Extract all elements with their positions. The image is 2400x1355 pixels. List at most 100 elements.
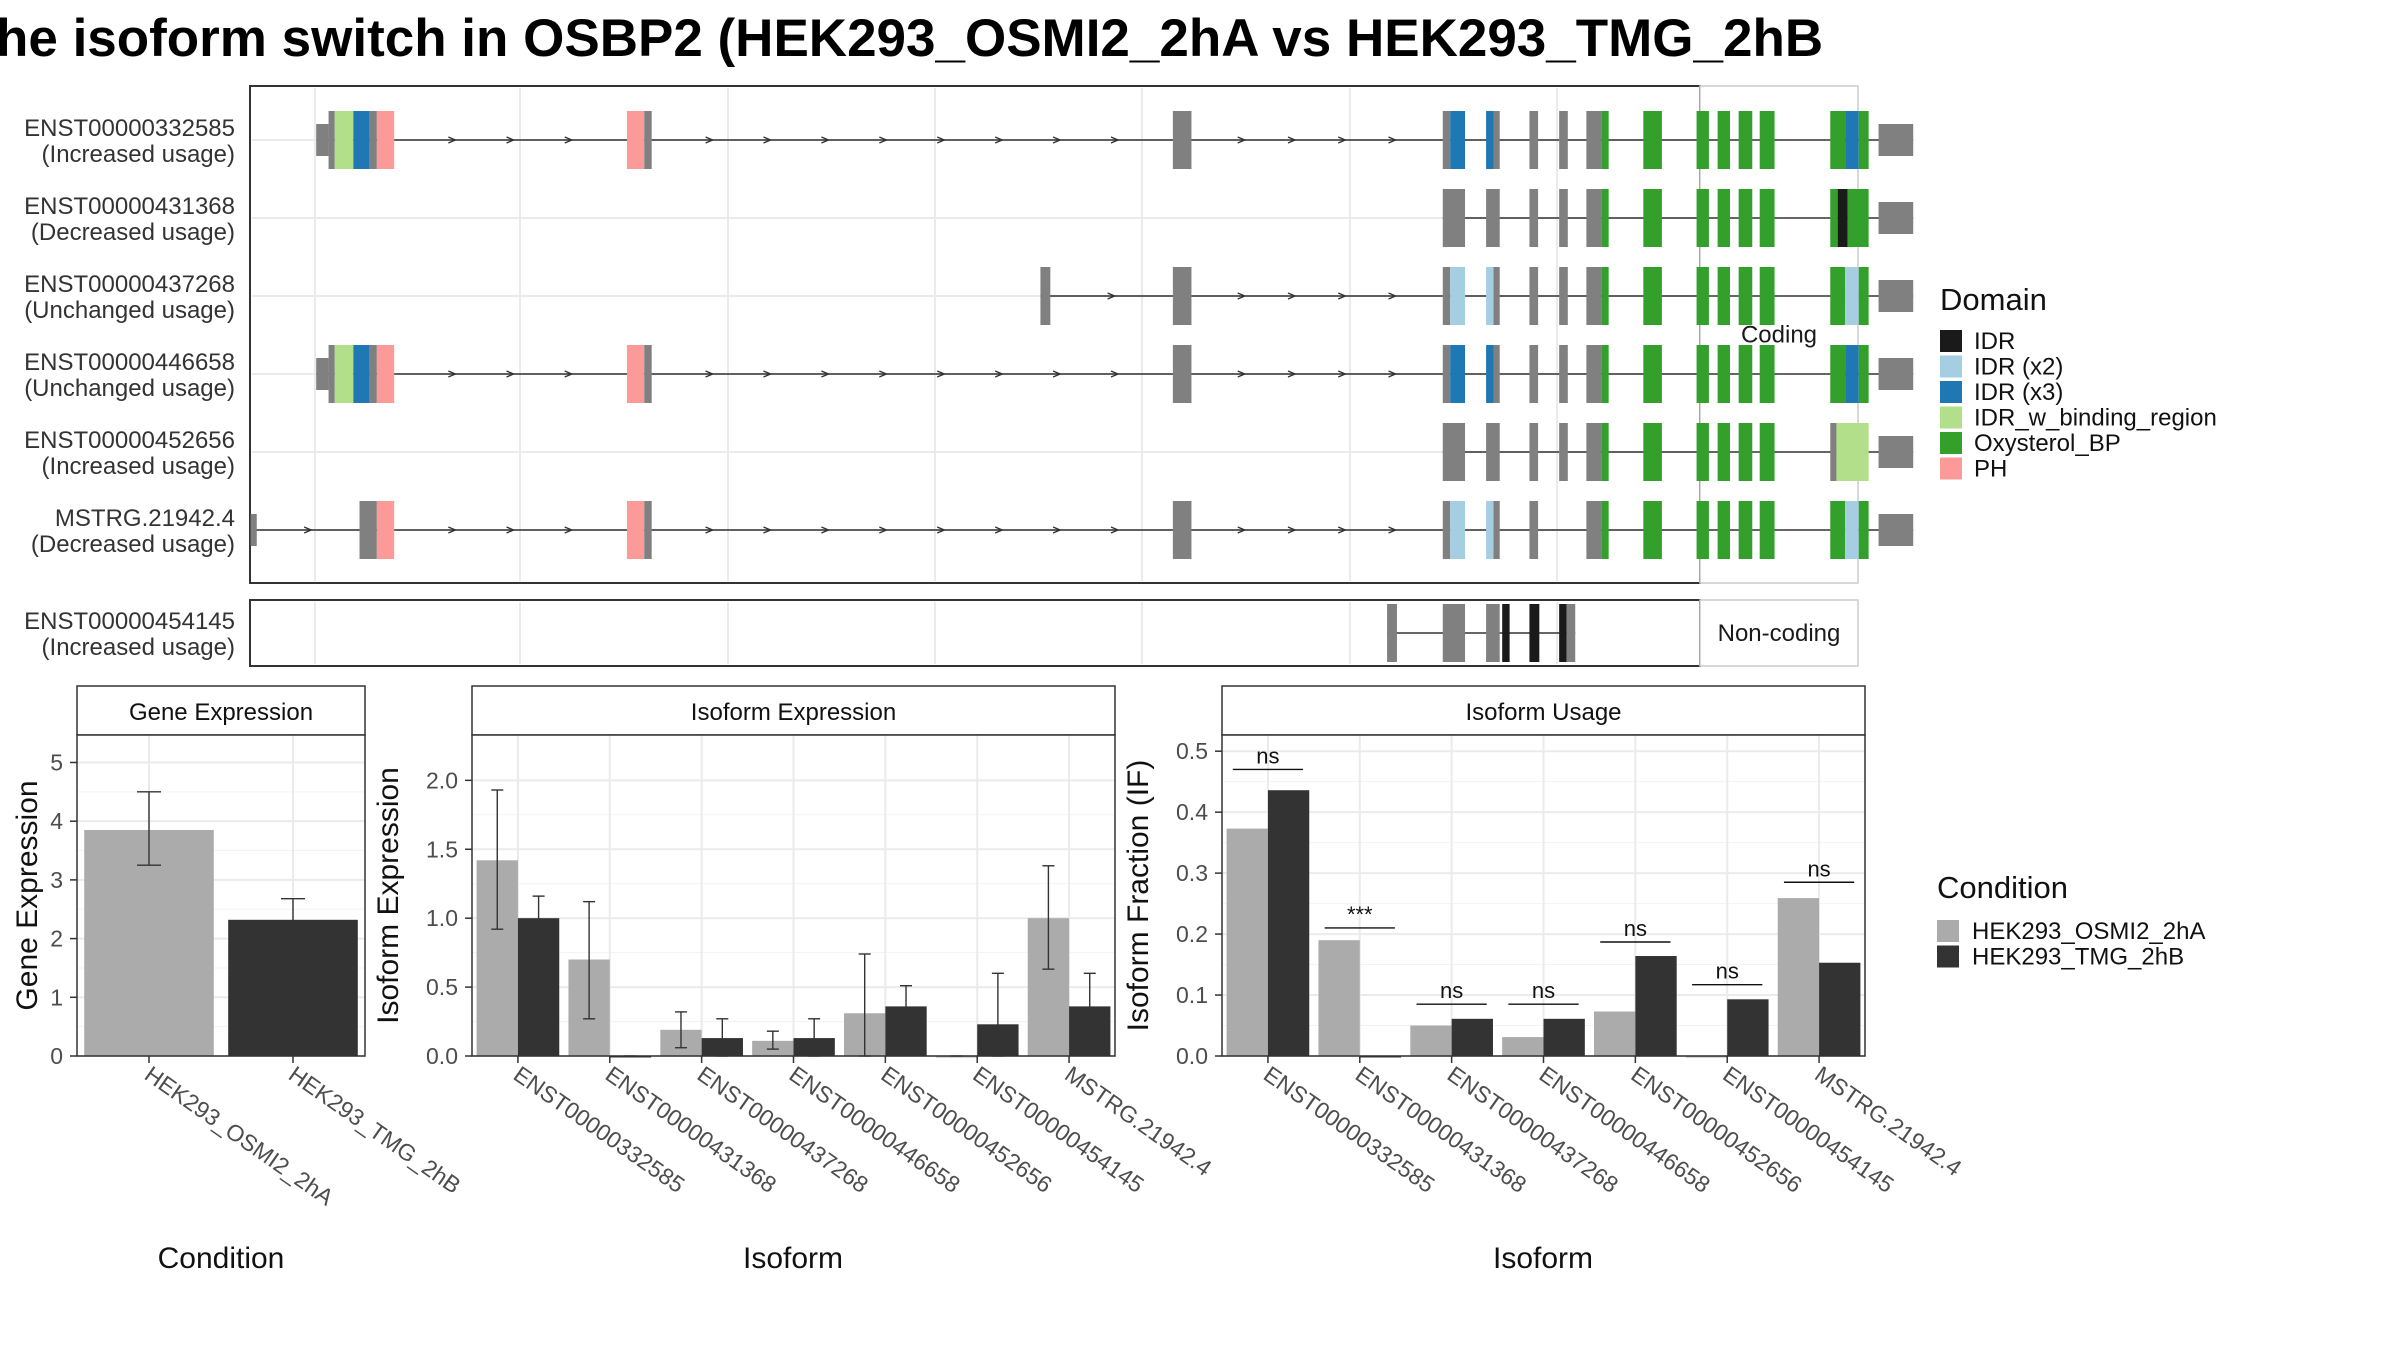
exon	[1696, 189, 1709, 247]
exon	[1450, 267, 1466, 325]
exon	[1601, 345, 1609, 403]
bar	[1543, 1018, 1585, 1056]
x-tick-label: ENST00000452656	[876, 1061, 1056, 1198]
intron-arrow	[763, 136, 773, 144]
exon	[376, 111, 395, 169]
exon	[1601, 501, 1609, 559]
exon	[1442, 345, 1451, 403]
exon	[1717, 423, 1730, 481]
intron-arrow	[1052, 370, 1062, 378]
domain-legend-key	[1940, 381, 1962, 403]
intron-arrow	[1337, 370, 1348, 378]
exon	[1586, 345, 1602, 403]
exon	[1559, 189, 1568, 247]
exon	[1442, 267, 1451, 325]
transcript-id-label: ENST00000452656	[24, 427, 235, 454]
transcript-id-label: ENST00000332585	[24, 115, 235, 142]
exon	[1442, 111, 1451, 169]
bar	[1267, 790, 1310, 1056]
intron-arrow	[1287, 370, 1297, 378]
transcript-ENST00000452656: ENST00000452656(Increased usage)	[24, 423, 1914, 481]
intron-arrow	[1337, 136, 1348, 144]
exon	[1643, 345, 1662, 403]
exon	[1172, 501, 1192, 559]
transcript-usage-label: (Unchanged usage)	[24, 297, 235, 324]
exon	[1486, 267, 1494, 325]
intron-arrow	[1237, 370, 1247, 378]
exon	[1586, 111, 1602, 169]
x-axis-title: Isoform	[1493, 1242, 1593, 1275]
bar	[1727, 999, 1769, 1056]
exon	[1759, 267, 1775, 325]
exon	[1172, 111, 1192, 169]
exon	[1529, 501, 1539, 559]
intron-arrow	[1110, 136, 1120, 144]
intron-arrow	[1052, 526, 1062, 534]
intron-arrow	[879, 526, 889, 534]
intron-arrow	[506, 136, 516, 144]
transcript-id-label: ENST00000437268	[24, 271, 235, 298]
y-tick-label: 0.5	[1176, 738, 1208, 764]
exon	[1696, 111, 1709, 169]
exon	[334, 111, 354, 169]
exon	[1586, 189, 1602, 247]
intron-arrow	[821, 526, 831, 534]
domain-legend-key	[1940, 330, 1962, 352]
transcript-usage-label: (Increased usage)	[42, 141, 235, 168]
y-tick-label: 0.4	[1176, 799, 1208, 825]
exon	[376, 345, 395, 403]
bar	[1819, 962, 1861, 1056]
exon	[1738, 189, 1753, 247]
exon	[1559, 423, 1568, 481]
exon	[1759, 423, 1775, 481]
chart-title: Gene Expression	[129, 699, 313, 726]
exon	[1559, 111, 1568, 169]
exon	[1696, 423, 1709, 481]
y-tick-label: 1.5	[426, 836, 458, 862]
intron-arrow	[879, 136, 889, 144]
bar	[228, 919, 358, 1056]
intron-arrow	[705, 370, 715, 378]
exon	[1878, 280, 1914, 312]
intron-arrow	[506, 526, 516, 534]
exon	[1759, 189, 1775, 247]
exon	[1493, 267, 1500, 325]
intron-arrow	[994, 136, 1004, 144]
exon	[1172, 267, 1192, 325]
y-tick-label: 4	[50, 808, 63, 834]
exon	[1486, 501, 1494, 559]
coding-panel	[249, 85, 1701, 584]
exon	[1878, 124, 1914, 156]
y-tick-label: 0.5	[426, 974, 458, 1000]
intron-arrow	[1287, 292, 1297, 300]
facet-coding-label: Coding	[1741, 322, 1817, 349]
plot-border	[76, 734, 366, 1057]
bar	[1451, 1018, 1493, 1056]
domain-legend-label: IDR (x3)	[1974, 379, 2063, 406]
intron-arrow	[1110, 526, 1120, 534]
intron-arrow	[994, 526, 1004, 534]
transcript-ENST00000454145: ENST00000454145(Increased usage)	[24, 604, 1576, 662]
y-tick-label: 3	[50, 867, 63, 893]
intron-arrow	[705, 526, 715, 534]
x-tick-label: ENST00000446658	[785, 1061, 965, 1198]
exon	[1643, 267, 1662, 325]
exon	[1172, 345, 1192, 403]
bar	[1594, 1011, 1636, 1056]
intron-arrow	[936, 370, 947, 378]
exon	[1837, 189, 1848, 247]
exon	[1601, 423, 1609, 481]
exon	[1601, 189, 1609, 247]
intron-arrow	[821, 370, 831, 378]
bar	[1226, 828, 1268, 1056]
exon	[1738, 111, 1753, 169]
facet-noncoding-strip	[1699, 599, 1859, 667]
exon	[1529, 345, 1539, 403]
x-tick-label: ENST00000454145	[1718, 1061, 1898, 1198]
intron-arrow	[448, 136, 458, 144]
domain-legend-key	[1940, 432, 1962, 454]
exon	[1845, 267, 1859, 325]
exon	[1845, 111, 1859, 169]
exon	[1559, 604, 1567, 662]
